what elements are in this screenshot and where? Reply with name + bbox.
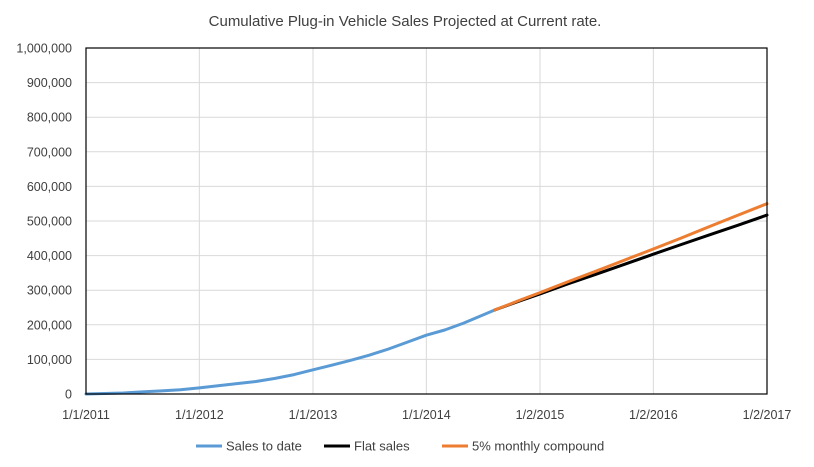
y-axis-ticks: 0 100,000 200,000 300,000 400,000 500,000 600,… (16, 42, 72, 402)
y-tick-label: 900,000 (27, 76, 72, 90)
y-tick-label: 300,000 (27, 284, 72, 298)
y-tick-label: 700,000 (27, 145, 72, 159)
x-tick-label: 1/2/2016 (629, 408, 678, 422)
y-tick-label: 600,000 (27, 180, 72, 194)
x-axis-ticks: 1/1/2011 1/1/2012 1/1/2013 1/1/2014 1/2/2015… (62, 408, 791, 422)
y-tick-label: 800,000 (27, 111, 72, 125)
series-line-2 (493, 202, 769, 312)
y-tick-label: 200,000 (27, 318, 72, 332)
chart-title: Cumulative Plug-in Vehicle Sales Project… (209, 13, 602, 30)
y-tick-label: 500,000 (27, 215, 72, 229)
gridlines (86, 48, 767, 394)
y-tick-label: 100,000 (27, 353, 72, 367)
plot-area-frame (85, 47, 768, 395)
legend-entry: 5% monthly compound (472, 439, 604, 454)
x-tick-label: 1/1/2012 (175, 408, 224, 422)
series-lines (84, 202, 769, 396)
legend: Sales to date Flat sales 5% monthly compou… (196, 439, 604, 454)
y-tick-label: 400,000 (27, 249, 72, 263)
y-tick-label: 1,000,000 (16, 42, 72, 56)
legend-entry: Sales to date (226, 439, 302, 454)
x-tick-label: 1/2/2015 (516, 408, 565, 422)
x-tick-label: 1/1/2014 (402, 408, 451, 422)
x-tick-label: 1/2/2017 (743, 408, 792, 422)
legend-entry: Flat sales (354, 439, 410, 454)
x-tick-label: 1/1/2013 (289, 408, 338, 422)
x-tick-label: 1/1/2011 (62, 408, 110, 422)
y-tick-label: 0 (65, 388, 72, 402)
series-line-0 (84, 308, 497, 396)
